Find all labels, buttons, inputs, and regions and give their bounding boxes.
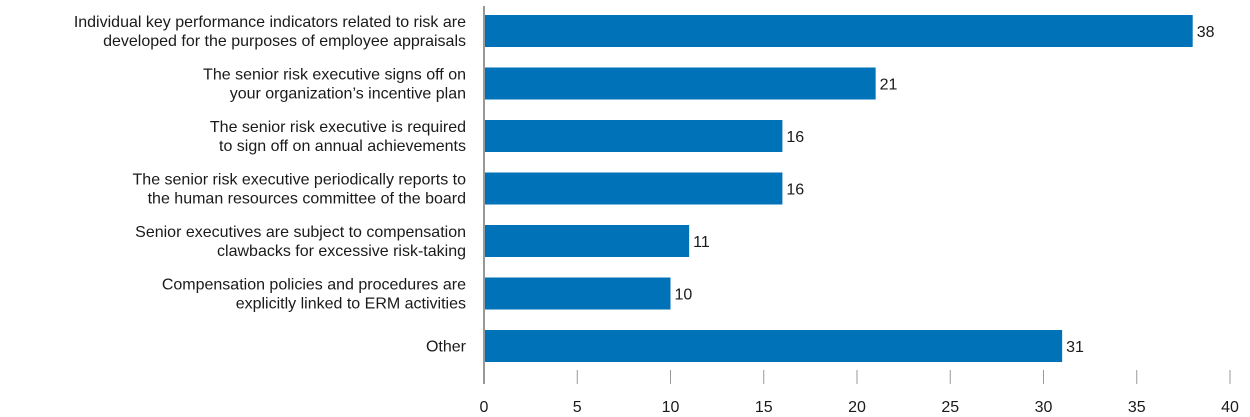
value-label-2: 16 <box>786 129 804 146</box>
x-tick-label-6: 30 <box>1035 399 1053 416</box>
category-label-line: your organization’s incentive plan <box>230 86 466 103</box>
category-label-line: Other <box>426 339 467 356</box>
x-tick-label-4: 20 <box>848 399 866 416</box>
value-labels-group: 38 21 16 16 11 10 31 <box>675 24 1215 356</box>
x-tick-label-0: 0 <box>480 399 489 416</box>
x-tick-label-3: 15 <box>755 399 773 416</box>
category-label-line: The senior risk executive periodically r… <box>133 172 467 189</box>
bar-6 <box>485 330 1063 362</box>
x-tick-label-8: 40 <box>1221 399 1239 416</box>
category-label-2: The senior risk executive is required to … <box>210 119 466 155</box>
value-label-6: 31 <box>1066 339 1084 356</box>
bar-5 <box>485 277 671 310</box>
category-label-4: Senior executives are subject to compens… <box>135 224 466 260</box>
bar-2 <box>485 120 783 152</box>
x-tick-label-7: 35 <box>1128 399 1146 416</box>
category-label-line: developed for the purposes of employee a… <box>103 33 466 50</box>
value-label-1: 21 <box>880 77 898 94</box>
x-tick-label-5: 25 <box>941 399 959 416</box>
category-label-6: Other <box>426 339 467 356</box>
value-label-0: 38 <box>1197 24 1215 41</box>
bar-0 <box>485 15 1193 47</box>
bar-3 <box>485 172 783 205</box>
category-label-0: Individual key performance indicators re… <box>74 14 466 50</box>
bars-group <box>485 15 1193 362</box>
category-label-line: The senior risk executive is required <box>210 119 466 136</box>
x-tick-label-1: 5 <box>573 399 582 416</box>
category-label-line: Individual key performance indicators re… <box>74 14 466 31</box>
value-label-5: 10 <box>675 287 693 304</box>
category-label-3: The senior risk executive periodically r… <box>133 172 467 208</box>
bar-4 <box>485 225 690 257</box>
category-label-line: Compensation policies and procedures are <box>162 277 466 294</box>
category-label-line: Senior executives are subject to compens… <box>135 224 466 241</box>
category-label-line: clawbacks for excessive risk-taking <box>217 243 466 260</box>
value-label-4: 11 <box>693 234 710 251</box>
bar-1 <box>485 67 876 100</box>
value-label-3: 16 <box>786 182 804 199</box>
category-label-5: Compensation policies and procedures are… <box>162 277 466 313</box>
category-labels-group: Individual key performance indicators re… <box>74 14 467 356</box>
category-label-line: to sign off on annual achievements <box>219 138 466 155</box>
category-label-line: the human resources committee of the boa… <box>148 191 466 208</box>
axes-group: 0 5 10 15 20 25 30 35 40 <box>480 6 1239 416</box>
category-label-line: The senior risk executive signs off on <box>203 67 466 84</box>
category-label-line: explicitly linked to ERM activities <box>236 296 466 313</box>
x-tick-label-2: 10 <box>662 399 680 416</box>
category-label-1: The senior risk executive signs off on yo… <box>203 67 466 103</box>
